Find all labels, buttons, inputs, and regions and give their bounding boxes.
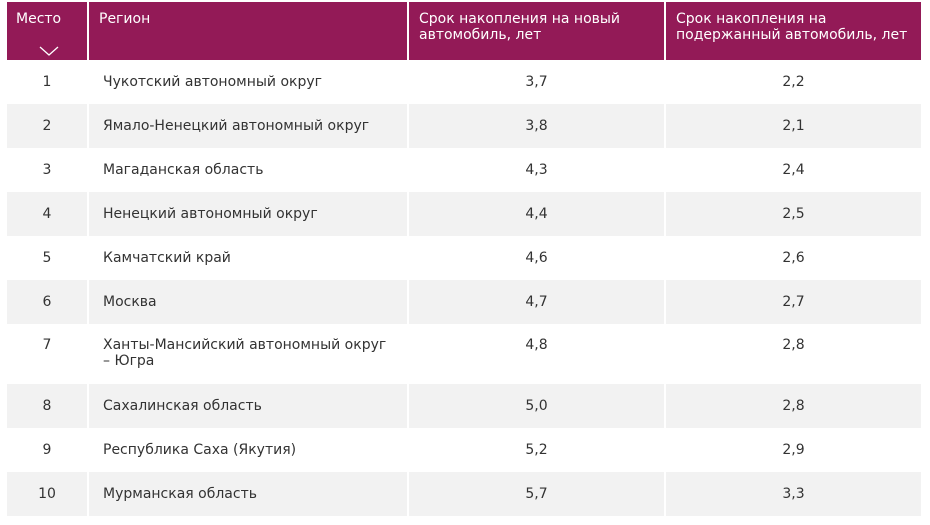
column-header-label: Срок накопления на новый автомобиль, лет [419, 11, 621, 43]
table-row: 1 Чукотский автономный округ 3,7 2,2 [7, 60, 921, 104]
cell-region: Сахалинская область [89, 384, 409, 428]
column-header-region: Регион [89, 2, 409, 60]
cell-used-car: 2,5 [666, 192, 921, 236]
cell-used-car: 2,9 [666, 428, 921, 472]
cell-place: 7 [7, 324, 89, 384]
cell-new-car: 4,7 [409, 280, 666, 324]
table-body: 1 Чукотский автономный округ 3,7 2,2 2 Я… [7, 60, 921, 516]
chevron-down-icon[interactable] [39, 46, 59, 56]
column-header-label: Регион [99, 11, 151, 27]
table-row: 6 Москва 4,7 2,7 [7, 280, 921, 324]
table-row: 3 Магаданская область 4,3 2,4 [7, 148, 921, 192]
cell-new-car: 5,0 [409, 384, 666, 428]
cell-region: Мурманская область [89, 472, 409, 516]
cell-new-car: 5,7 [409, 472, 666, 516]
cell-used-car: 2,6 [666, 236, 921, 280]
cell-used-car: 2,7 [666, 280, 921, 324]
cell-region: Камчатский край [89, 236, 409, 280]
table-row: 10 Мурманская область 5,7 3,3 [7, 472, 921, 516]
cell-region: Ямало-Ненецкий автономный округ [89, 104, 409, 148]
cell-place: 8 [7, 384, 89, 428]
table-row: 8 Сахалинская область 5,0 2,8 [7, 384, 921, 428]
cell-place: 4 [7, 192, 89, 236]
column-header-new-car: Срок накопления на новый автомобиль, лет [409, 2, 666, 60]
column-header-used-car: Срок накопления на подержанный автомобил… [666, 2, 921, 60]
cell-region: Ненецкий автономный округ [89, 192, 409, 236]
cell-used-car: 2,4 [666, 148, 921, 192]
cell-region: Москва [89, 280, 409, 324]
column-header-place[interactable]: Место [7, 2, 89, 60]
cell-place: 9 [7, 428, 89, 472]
column-header-label: Место [16, 11, 62, 27]
table-row: 5 Камчатский край 4,6 2,6 [7, 236, 921, 280]
cell-new-car: 3,8 [409, 104, 666, 148]
cell-region: Чукотский автономный округ [89, 60, 409, 104]
cell-used-car: 2,2 [666, 60, 921, 104]
cell-used-car: 3,3 [666, 472, 921, 516]
cell-new-car: 4,3 [409, 148, 666, 192]
cell-new-car: 4,6 [409, 236, 666, 280]
table-header: Место Регион Срок накопления на новый ав… [7, 2, 921, 60]
table-row: 9 Республика Саха (Якутия) 5,2 2,9 [7, 428, 921, 472]
cell-new-car: 4,4 [409, 192, 666, 236]
cell-place: 3 [7, 148, 89, 192]
cell-place: 6 [7, 280, 89, 324]
cell-region: Республика Саха (Якутия) [89, 428, 409, 472]
table-row: 7 Ханты-Мансийский автономный округ – Юг… [7, 324, 921, 384]
cell-region: Магаданская область [89, 148, 409, 192]
header-row: Место Регион Срок накопления на новый ав… [7, 2, 921, 60]
table-row: 2 Ямало-Ненецкий автономный округ 3,8 2,… [7, 104, 921, 148]
cell-place: 1 [7, 60, 89, 104]
cell-new-car: 3,7 [409, 60, 666, 104]
cell-new-car: 4,8 [409, 324, 666, 384]
cell-place: 10 [7, 472, 89, 516]
cell-used-car: 2,8 [666, 324, 921, 384]
cell-used-car: 2,8 [666, 384, 921, 428]
table-row: 4 Ненецкий автономный округ 4,4 2,5 [7, 192, 921, 236]
cell-region: Ханты-Мансийский автономный округ – Югра [89, 324, 409, 384]
cell-new-car: 5,2 [409, 428, 666, 472]
ranking-table-container: Место Регион Срок накопления на новый ав… [7, 2, 921, 516]
ranking-table: Место Регион Срок накопления на новый ав… [7, 2, 921, 516]
column-header-label: Срок накопления на подержанный автомобил… [676, 11, 908, 43]
cell-place: 5 [7, 236, 89, 280]
cell-place: 2 [7, 104, 89, 148]
cell-used-car: 2,1 [666, 104, 921, 148]
